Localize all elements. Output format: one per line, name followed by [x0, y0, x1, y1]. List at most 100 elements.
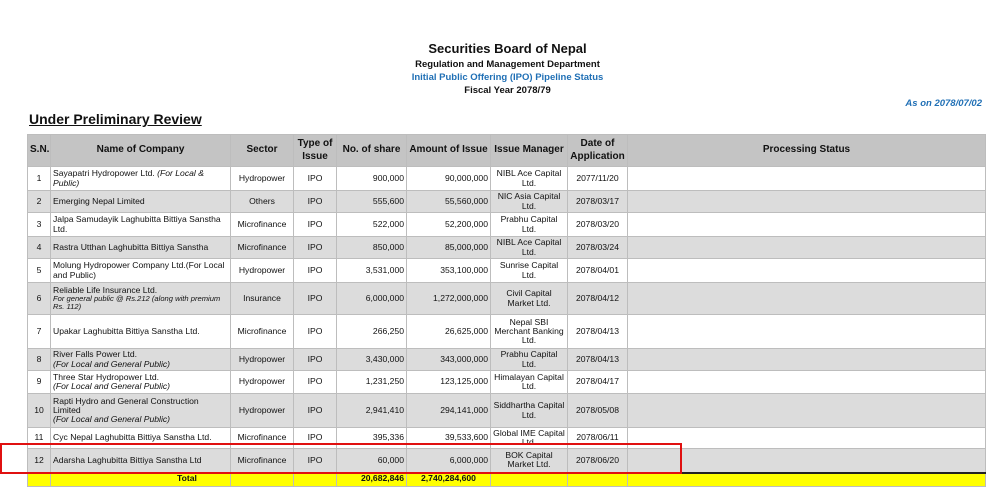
company-note: (For Local and General Public) — [53, 414, 171, 425]
sector: Microfinance — [237, 241, 287, 252]
cell: Three Star Hydropower Ltd. (For Local an… — [50, 370, 231, 394]
shares: 900,000 — [372, 172, 404, 183]
cell: 55,560,000 — [406, 190, 491, 213]
cell: 26,625,000 — [406, 314, 491, 349]
cell: Hydropower — [230, 393, 294, 428]
cell: 8 — [27, 348, 51, 371]
sector: Hydropower — [238, 264, 286, 275]
table-row: 2 Emerging Nepal Limited Others IPO 555,600 5… — [27, 190, 986, 213]
cell: River Falls Power Ltd. (For Local and Ge… — [50, 348, 231, 371]
column-header: Sector — [230, 134, 294, 167]
company-name: Molung Hydropower Company Ltd.(For Local… — [53, 260, 225, 280]
section-title: Under Preliminary Review — [29, 111, 202, 127]
cell: Microfinance — [230, 212, 294, 237]
table-row: 1 Sayapatri Hydropower Ltd. (For Local & … — [27, 166, 986, 191]
cell: Upakar Laghubitta Bittiya Sanstha Ltd. — [50, 314, 231, 349]
cell: Insurance — [230, 282, 294, 315]
table-row: 7 Upakar Laghubitta Bittiya Sanstha Ltd. M… — [27, 314, 986, 349]
cell: 1,272,000,000 — [406, 282, 491, 315]
cell: 3 — [27, 212, 51, 237]
date: 2078/03/17 — [575, 195, 619, 206]
amount: 294,141,000 — [440, 404, 488, 415]
cell: Prabhu Capital Ltd. — [490, 212, 568, 237]
cell: Himalayan Capital Ltd. — [490, 370, 568, 394]
shares: 522,000 — [372, 218, 404, 229]
shares: 395,336 — [372, 432, 404, 443]
cell: 850,000 — [336, 236, 407, 259]
company-name: Sayapatri Hydropower Ltd. — [53, 168, 155, 179]
sn: 10 — [34, 404, 44, 415]
cell: 5 — [27, 258, 51, 283]
cell: 900,000 — [336, 166, 407, 191]
cell: 2077/11/20 — [567, 166, 628, 191]
cell: 2078/03/17 — [567, 190, 628, 213]
date: 2078/03/20 — [575, 218, 619, 229]
cell: Hydropower — [230, 258, 294, 283]
total-amount: 2,740,284,600 — [421, 472, 476, 483]
cell: 1 — [27, 166, 51, 191]
cell: Sayapatri Hydropower Ltd. (For Local & P… — [50, 166, 231, 191]
sn: 6 — [36, 292, 42, 303]
type: IPO — [307, 292, 323, 303]
company-name: Rapti Hydro and General Construction Lim… — [53, 395, 199, 415]
company-note: (For Local and General Public) — [53, 381, 171, 391]
cell: Emerging Nepal Limited — [50, 190, 231, 213]
table-row: 3 Jalpa Samudayik Laghubitta Bittiya Sans… — [27, 212, 986, 237]
cell: 90,000,000 — [406, 166, 491, 191]
cell: 266,250 — [336, 314, 407, 349]
sector: Microfinance — [237, 325, 287, 336]
sector: Microfinance — [237, 454, 287, 465]
date: 2078/04/13 — [575, 353, 619, 364]
table-row: 9 Three Star Hydropower Ltd. (For Local a… — [27, 370, 986, 394]
cell: IPO — [293, 236, 337, 259]
cell: Hydropower — [230, 348, 294, 371]
shares: 60,000 — [377, 454, 404, 465]
cell: IPO — [293, 348, 337, 371]
cell: 123,125,000 — [406, 370, 491, 394]
date: 2078/06/11 — [576, 432, 619, 443]
cell: Others — [230, 190, 294, 213]
cell: 20,682,846 — [336, 471, 407, 487]
cell: Adarsha Laghubitta Bittiya Sanstha Ltd — [50, 448, 231, 473]
company-note: For general public @ Rs.212 (along with … — [53, 293, 221, 312]
amount: 39,533,600 — [444, 432, 488, 443]
cell: Prabhu Capital Ltd. — [490, 348, 568, 371]
manager: BOK Capital Market Ltd. — [505, 449, 553, 470]
manager: NIC Asia Capital Ltd. — [497, 191, 561, 211]
amount: 90,000,000 — [444, 172, 488, 183]
cell: IPO — [293, 393, 337, 428]
date: 2078/06/20 — [575, 454, 619, 465]
sn: 8 — [36, 353, 42, 364]
date: 2078/04/12 — [575, 292, 619, 303]
type: IPO — [307, 241, 323, 252]
sector: Hydropower — [238, 353, 286, 364]
cell — [627, 314, 986, 349]
cell: Molung Hydropower Company Ltd.(For Local… — [50, 258, 231, 283]
cell — [627, 471, 986, 487]
shares: 266,250 — [372, 325, 404, 336]
cell — [567, 471, 628, 487]
table-row: 10 Rapti Hydro and General Construction L… — [27, 393, 986, 428]
cell — [627, 166, 986, 191]
manager: Prabhu Capital Ltd. — [500, 349, 558, 369]
cell: 2078/03/24 — [567, 236, 628, 259]
cell: Hydropower — [230, 166, 294, 191]
company-name: Jalpa Samudayik Laghubitta Bittiya Sanst… — [53, 214, 221, 234]
company-name: Reliable Life Insurance Ltd. — [53, 284, 158, 295]
cell: IPO — [293, 258, 337, 283]
sn: 1 — [36, 172, 42, 183]
cell — [627, 282, 986, 315]
department: Regulation and Management Department — [415, 59, 600, 70]
cell — [230, 471, 294, 487]
type: IPO — [307, 454, 323, 465]
sector: Hydropower — [238, 404, 286, 415]
company-note: (For Local and General Public) — [53, 358, 171, 369]
date: 2078/05/08 — [575, 404, 619, 415]
cell: IPO — [293, 314, 337, 349]
cell: 52,200,000 — [406, 212, 491, 237]
sn: 11 — [34, 432, 44, 443]
cell: Reliable Life Insurance Ltd. For general… — [50, 282, 231, 315]
column-header: No. of share — [336, 134, 407, 167]
table-row: 4 Rastra Utthan Laghubitta Bittiya Sansth… — [27, 236, 986, 259]
